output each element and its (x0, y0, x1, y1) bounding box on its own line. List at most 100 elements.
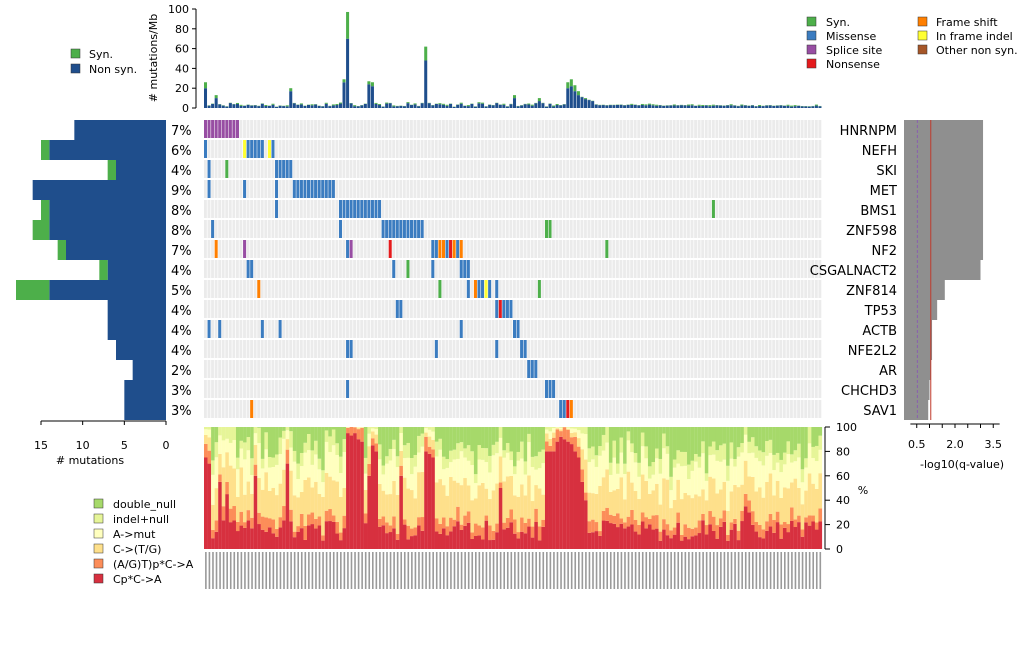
sig-legend-agt: (A/G)T)p*C->A (113, 558, 194, 571)
sig-agt-segment (488, 525, 492, 541)
sig-cpca-segment (353, 433, 357, 549)
matrix-cell-empty (346, 180, 349, 198)
legend-frameshift-swatch (917, 16, 928, 27)
matrix-cell-empty (772, 140, 776, 158)
matrix-cell-empty (417, 280, 420, 298)
matrix-cell-empty (374, 320, 378, 338)
matrix-cell-empty (264, 120, 268, 138)
sig-double-null-segment (651, 427, 656, 462)
sig-agt-segment (420, 517, 425, 531)
matrix-cell-empty (601, 260, 605, 278)
matrix-cell-empty (402, 280, 406, 298)
matrix-cell-empty (786, 180, 790, 198)
sample-id-mark (517, 552, 520, 589)
sig-indel-null-segment (239, 440, 244, 449)
matrix-cell-empty (687, 280, 690, 298)
matrix-cell-empty (683, 380, 687, 398)
matrix-cell-empty (463, 400, 467, 418)
matrix-cell-empty (562, 160, 566, 178)
matrix-cell-empty (584, 180, 587, 198)
matrix-cell-empty (598, 200, 602, 218)
matrix-cell-empty (775, 160, 779, 178)
sig-agt-segment (598, 531, 602, 536)
matrix-cell-empty (619, 140, 623, 158)
matrix-cell-empty (488, 220, 491, 238)
tmb-syn-bar (413, 103, 417, 105)
sig-ctg-segment (708, 476, 712, 512)
matrix-cell-empty (420, 380, 424, 398)
qvalue-bars (904, 120, 984, 420)
sig-indel-null-segment (413, 454, 418, 467)
matrix-cell-empty (811, 240, 815, 258)
sample-id-mark (293, 552, 296, 589)
sig-legend-a-mut-swatch (93, 528, 104, 539)
matrix-cell-empty (647, 400, 651, 418)
matrix-cell-empty (275, 320, 278, 338)
sig-double-null-segment (314, 427, 318, 441)
sig-ctg-segment (520, 484, 524, 518)
sig-agt-segment (484, 515, 489, 521)
sig-indel-null-segment (726, 465, 730, 481)
matrix-cell-empty (623, 120, 626, 138)
matrix-cell-empty (647, 380, 651, 398)
sig-double-null-segment (818, 427, 823, 436)
sig-ctg-segment (768, 473, 773, 514)
matrix-cell-empty (360, 320, 364, 338)
matrix-cell-empty (420, 400, 424, 418)
sig-agt-segment (573, 436, 578, 452)
matrix-cell-empty (722, 220, 726, 238)
matrix-cell-empty (758, 260, 761, 278)
matrix-cell-empty (658, 120, 662, 138)
matrix-cell-empty (701, 160, 705, 178)
matrix-cell-empty (395, 180, 399, 198)
matrix-cell-empty (289, 320, 293, 338)
matrix-cell-empty (218, 300, 222, 318)
sample-id-mark (659, 552, 662, 589)
matrix-cell-empty (559, 280, 563, 298)
sig-indel-null-segment (711, 441, 716, 455)
matrix-cell-empty (793, 180, 797, 198)
matrix-cell-empty (772, 300, 776, 318)
matrix-cell-empty (356, 240, 360, 258)
matrix-cell-empty (555, 260, 559, 278)
matrix-cell-empty (484, 340, 488, 358)
matrix-cell-empty (619, 320, 623, 338)
tmb-legend-syn-swatch (70, 48, 81, 59)
sig-agt-segment (722, 510, 727, 522)
matrix-cell-empty (584, 260, 587, 278)
sig-agt-segment (246, 510, 251, 521)
matrix-cell-empty (690, 140, 694, 158)
sig-agt-segment (438, 523, 443, 534)
matrix-cell-empty (473, 260, 477, 278)
sig-cpca-segment (410, 536, 414, 549)
matrix-cell-empty (434, 220, 438, 238)
sig-amut-segment (406, 457, 411, 489)
matrix-cell-empty (768, 320, 772, 338)
matrix-cell-empty (335, 240, 339, 258)
matrix-cell-empty (271, 160, 275, 178)
matrix-cell-empty (228, 180, 232, 198)
sig-ctg-segment (740, 484, 744, 511)
matrix-cell-empty (750, 200, 754, 218)
sig-ctg-segment (356, 428, 361, 430)
matrix-cell-empty (481, 400, 484, 418)
matrix-cell-empty (704, 200, 708, 218)
mutation-cell (498, 300, 502, 318)
matrix-cell-empty (413, 160, 417, 178)
matrix-cell-empty (569, 320, 573, 338)
sig-indel-null-segment (285, 427, 290, 431)
matrix-cell-empty (726, 340, 729, 358)
matrix-cell-empty (687, 240, 690, 258)
sample-id-mark (638, 552, 640, 589)
matrix-cell-empty (747, 200, 751, 218)
matrix-cell-empty (424, 300, 428, 318)
sig-amut-segment (541, 463, 546, 495)
sig-ctg-segment (282, 469, 286, 507)
matrix-cell-empty (733, 280, 737, 298)
matrix-cell-empty (683, 360, 687, 378)
matrix-cell-empty (395, 280, 399, 298)
sig-cpca-segment (513, 533, 517, 549)
sig-indel-null-segment (619, 437, 624, 453)
matrix-cell-empty (562, 260, 566, 278)
matrix-cell-empty (374, 300, 378, 318)
